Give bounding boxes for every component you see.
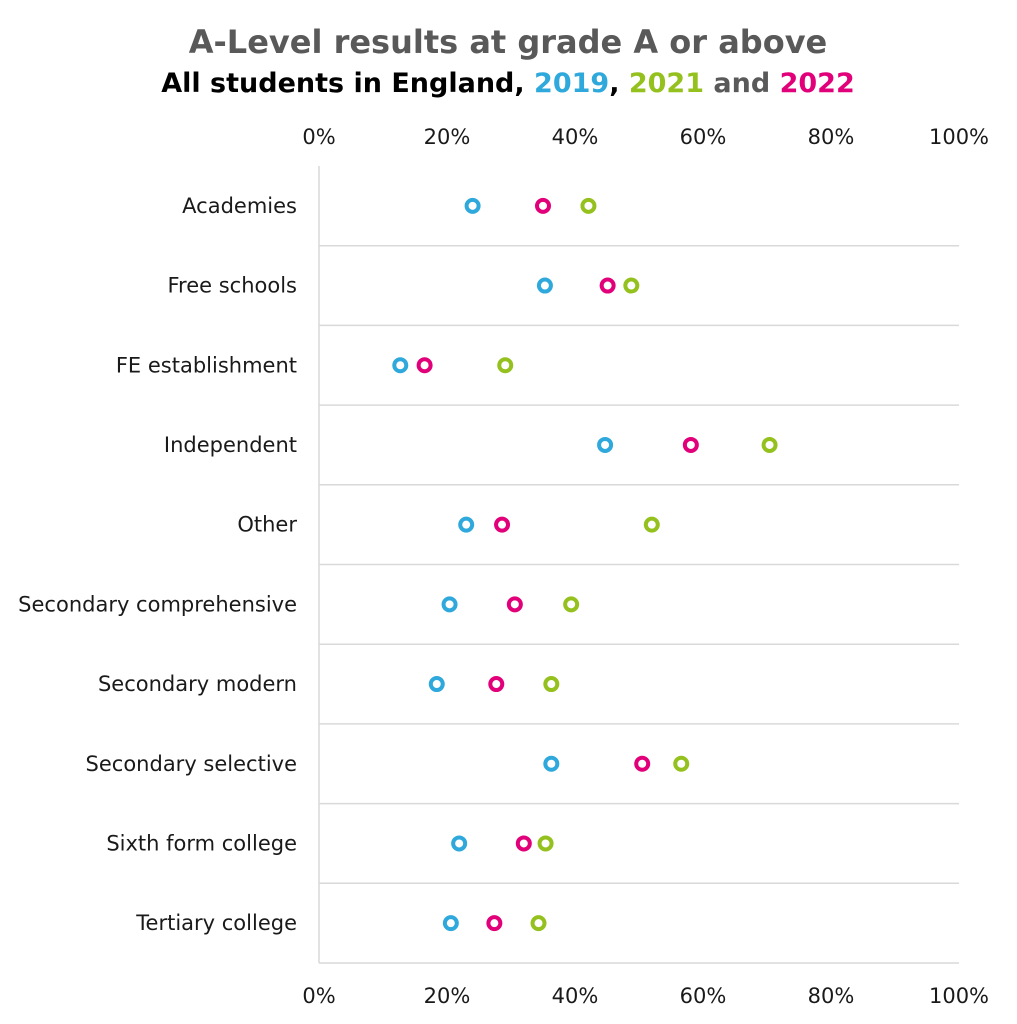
data-point — [486, 915, 503, 932]
subtitle-part-and: and — [704, 68, 780, 99]
x-tick-label-top: 0% — [302, 125, 335, 149]
category-label: Sixth form college — [106, 831, 297, 855]
data-point — [536, 277, 553, 294]
x-tick-label-bottom: 80% — [808, 984, 855, 1008]
data-point — [530, 915, 547, 932]
data-point — [535, 197, 551, 214]
x-tick-label-bottom: 60% — [680, 984, 727, 1008]
data-point — [441, 596, 458, 613]
data-point — [599, 277, 616, 294]
category-label: Other — [237, 513, 297, 537]
x-tick-label-top: 100% — [929, 125, 989, 149]
data-point — [488, 676, 505, 693]
subtitle-part-2021: 2021 — [629, 68, 704, 99]
category-label: Academies — [182, 194, 297, 218]
data-point — [497, 357, 514, 374]
data-point — [442, 915, 459, 932]
chart-subtitle: All students in England, 2019, 2021 and … — [161, 68, 855, 99]
x-tick-label-top: 60% — [680, 125, 727, 149]
x-tick-label-top: 20% — [424, 125, 471, 149]
x-tick-label-top: 80% — [808, 125, 855, 149]
data-point — [673, 755, 690, 772]
data-point — [543, 755, 560, 772]
data-point — [416, 357, 433, 374]
x-tick-label-top: 40% — [552, 125, 599, 149]
plot-area: 0% 0% 20% 20% 40% 40% 60% 60% 80% 80% 100% 100% Acad… — [18, 125, 989, 1008]
category-label: Independent — [164, 433, 297, 457]
data-point — [543, 676, 560, 693]
data-point — [597, 436, 614, 453]
category-label: Secondary selective — [86, 752, 297, 776]
category-label: FE establishment — [116, 353, 297, 377]
chart-title: A-Level results at grade A or above — [189, 23, 828, 61]
data-point — [643, 516, 660, 533]
category-label: Tertiary college — [135, 911, 297, 935]
x-tick-label-bottom: 40% — [552, 984, 599, 1008]
data-point — [537, 835, 554, 852]
data-point — [515, 835, 532, 852]
category-label: Secondary modern — [98, 672, 297, 696]
subtitle-prefix: All students in England, — [161, 68, 534, 99]
subtitle-part-sep: , — [609, 68, 629, 99]
data-point — [506, 596, 523, 613]
category-label: Free schools — [167, 274, 297, 298]
subtitle-part-2022: 2022 — [780, 68, 855, 99]
data-point — [392, 357, 409, 374]
data-point — [580, 197, 597, 214]
data-point — [494, 516, 511, 533]
x-tick-label-bottom: 0% — [302, 984, 335, 1008]
data-point — [623, 277, 640, 294]
data-point — [458, 516, 475, 533]
x-tick-label-bottom: 100% — [929, 984, 989, 1008]
data-point — [634, 755, 651, 772]
data-point — [682, 436, 699, 453]
data-point — [451, 835, 468, 852]
data-point — [464, 197, 481, 214]
category-label: Secondary comprehensive — [18, 592, 297, 616]
data-point — [563, 596, 580, 613]
x-tick-label-bottom: 20% — [424, 984, 471, 1008]
subtitle-part-2019: 2019 — [534, 68, 609, 99]
data-point — [428, 676, 445, 693]
data-point — [761, 436, 778, 453]
